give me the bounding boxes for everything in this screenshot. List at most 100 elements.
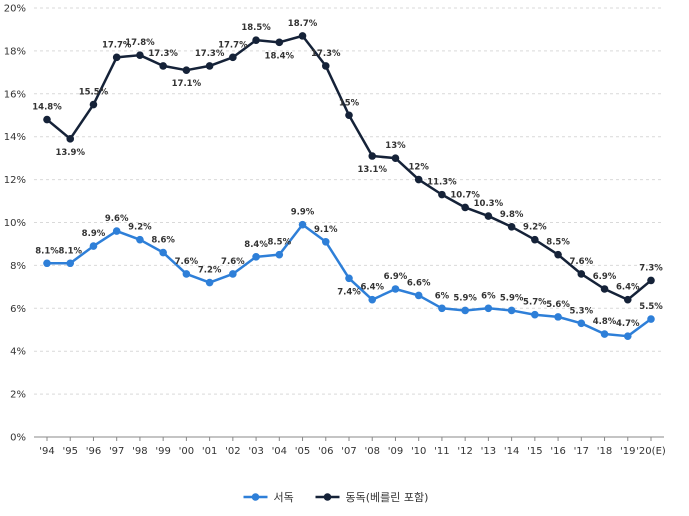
data-label: 6.9%	[593, 272, 617, 282]
legend-label: 동독(베를린 포함)	[346, 491, 429, 504]
data-label: 17.3%	[195, 49, 225, 59]
data-point	[66, 135, 75, 143]
data-label: 9.2%	[128, 223, 152, 233]
legend-marker	[251, 493, 260, 501]
data-point	[298, 32, 307, 40]
x-tick-label: '16	[550, 446, 565, 457]
data-point	[484, 304, 493, 313]
data-point	[275, 38, 284, 47]
x-tick-label: '98	[132, 446, 147, 457]
data-label: 4.7%	[616, 319, 640, 329]
data-label: 18.5%	[241, 23, 271, 33]
data-point	[531, 235, 539, 244]
data-point	[345, 274, 353, 283]
x-tick-label: '00	[179, 446, 194, 457]
data-point	[461, 203, 469, 212]
data-point	[205, 278, 214, 287]
legend-marker	[323, 493, 332, 501]
x-axis-tick-labels: '94 '95 '96 '97 '98 '99 '00 '01 '02 '03 '04 '05 '06 '…	[39, 446, 666, 457]
x-tick-label: '96	[86, 446, 101, 457]
data-point	[159, 62, 167, 70]
x-tick-label: '18	[597, 446, 612, 457]
data-label: 4.8%	[593, 317, 617, 327]
data-point	[182, 270, 191, 278]
data-point	[136, 235, 144, 244]
x-tick-label: '13	[481, 446, 496, 457]
y-axis-tick-labels: 0% 2% 4% 6% 8% 10% 12% 14% 16% 18% 20%	[4, 4, 26, 444]
data-label: 17.7%	[102, 40, 132, 50]
legend-item: 동독(베를린 포함)	[315, 491, 429, 504]
data-label: 8.5%	[268, 238, 292, 248]
data-label: 6%	[481, 291, 496, 301]
data-point	[345, 111, 353, 120]
data-label: 18.4%	[265, 51, 295, 61]
legend: 서독 동독(베를린 포함)	[243, 491, 429, 504]
data-label: 7.6%	[221, 257, 245, 267]
x-tick-label: '14	[504, 446, 519, 457]
data-point	[391, 154, 400, 162]
data-label: 15.5%	[79, 88, 109, 98]
data-label: 11.3%	[427, 178, 457, 188]
x-tick-label: '06	[318, 446, 333, 457]
data-label: 9.6%	[105, 214, 129, 224]
data-label: 8.9%	[82, 229, 106, 239]
data-point	[623, 332, 632, 340]
data-label: 8.1%	[58, 246, 82, 256]
data-point	[577, 270, 586, 278]
x-tick-label: '04	[272, 446, 287, 457]
data-point	[89, 100, 98, 109]
y-tick-label: 6%	[10, 304, 26, 315]
data-point	[600, 285, 609, 293]
data-label: 5.9%	[500, 293, 524, 303]
data-point	[484, 212, 493, 220]
data-label: 10.7%	[450, 190, 480, 200]
data-point	[252, 36, 260, 44]
x-tick-label: '95	[62, 446, 77, 457]
data-point	[391, 285, 400, 293]
x-tick-label: '02	[225, 446, 240, 457]
data-point	[507, 222, 516, 231]
data-label: 7.2%	[198, 266, 222, 276]
data-point	[554, 313, 562, 321]
y-tick-label: 12%	[4, 175, 26, 186]
data-point	[89, 242, 98, 250]
data-point	[182, 66, 191, 75]
data-point	[43, 259, 51, 268]
data-label: 15%	[339, 98, 360, 108]
data-point	[321, 238, 330, 246]
data-point	[43, 115, 51, 124]
x-tick-label: '20(E)	[636, 446, 666, 457]
y-tick-label: 10%	[4, 218, 26, 229]
data-point	[414, 175, 423, 184]
data-point	[461, 306, 469, 315]
data-point	[205, 62, 214, 70]
data-label: 6%	[435, 291, 450, 301]
data-point	[229, 53, 237, 62]
y-tick-label: 18%	[4, 46, 26, 57]
x-tick-label: '05	[295, 446, 310, 457]
data-point	[438, 304, 446, 313]
data-point	[159, 248, 167, 257]
legend-label: 서독	[274, 491, 294, 504]
data-labels: 8.1% 8.1%8.9%9.6%9.2%8.6%7.6%7.2%7.6%8.4%…	[32, 19, 663, 329]
data-label: 9.8%	[500, 210, 524, 220]
data-label: 8.5%	[546, 238, 570, 248]
data-label: 5.3%	[570, 306, 594, 316]
data-label: 14.8%	[32, 103, 62, 113]
data-point	[321, 62, 330, 70]
x-tick-label: '11	[434, 446, 449, 457]
data-label: 8.6%	[151, 236, 175, 246]
data-point	[252, 253, 260, 261]
data-label: 17.8%	[125, 38, 155, 48]
data-label: 17.1%	[172, 79, 202, 89]
data-label: 5.9%	[453, 293, 477, 303]
y-tick-label: 14%	[4, 132, 26, 143]
x-tick-label: '97	[109, 446, 124, 457]
data-point	[368, 152, 377, 160]
data-label: 5.7%	[523, 298, 547, 308]
data-point	[112, 53, 121, 62]
data-point	[229, 270, 237, 278]
x-tick-label: '12	[457, 446, 472, 457]
data-label: 5.5%	[639, 302, 663, 312]
